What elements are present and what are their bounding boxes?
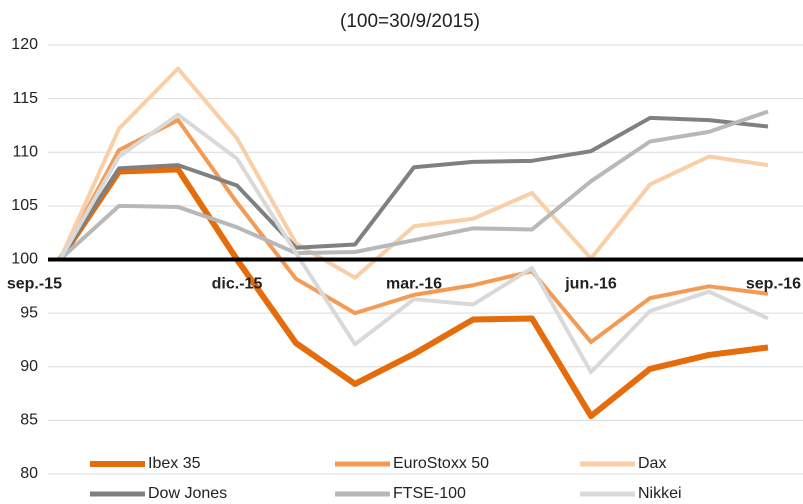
x-tick-label: sep.-16 (746, 276, 801, 293)
chart-title: (100=30/9/2015) (340, 11, 480, 32)
series-line (58, 112, 769, 375)
y-tick-label: 115 (12, 90, 38, 107)
x-tick-label: jun.-16 (564, 276, 617, 293)
x-tick-label: sep.-15 (7, 276, 62, 293)
y-tick-label: 110 (12, 143, 38, 160)
y-tick-label: 80 (20, 465, 38, 482)
legend-label: EuroStoxx 50 (393, 455, 489, 472)
legend-label: Ibex 35 (148, 455, 201, 472)
series-line (57, 166, 769, 420)
series-line (58, 66, 769, 280)
y-tick-label: 120 (11, 36, 38, 53)
legend-label: Dow Jones (148, 485, 227, 502)
x-tick-label: mar.-16 (386, 276, 442, 293)
y-tick-label: 85 (20, 412, 38, 429)
y-tick-label: 100 (11, 251, 38, 268)
x-tick-label: dic.-15 (212, 276, 263, 293)
legend-label: Dax (638, 455, 666, 472)
y-tick-label: 105 (11, 197, 38, 214)
y-tick-label: 95 (20, 304, 38, 321)
y-tick-label: 90 (20, 358, 38, 375)
series-line (58, 118, 769, 345)
series-line (58, 115, 769, 261)
series-line (58, 109, 769, 261)
legend-label: Nikkei (638, 485, 682, 502)
legend-label: FTSE-100 (393, 485, 466, 502)
